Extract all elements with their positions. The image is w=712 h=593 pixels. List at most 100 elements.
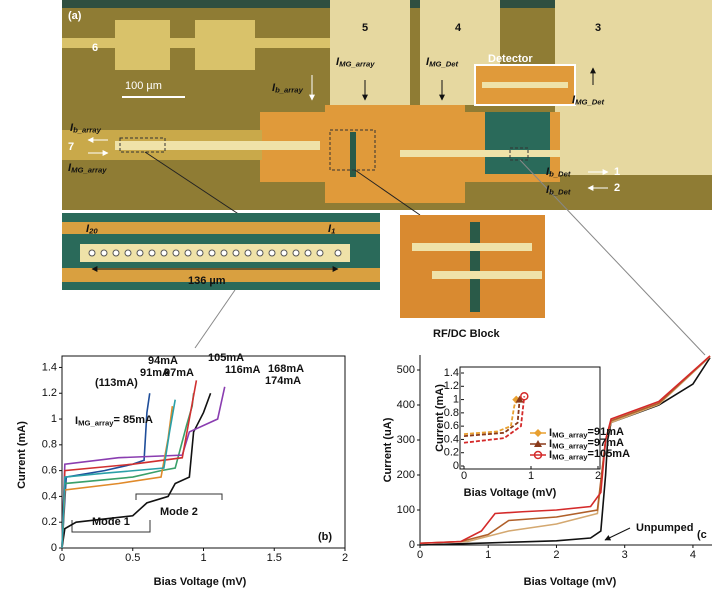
text-part: I <box>70 122 74 134</box>
y-tick-label: 1.2 <box>42 387 57 399</box>
annotation: Mode 2 <box>160 506 198 518</box>
data-line <box>463 396 526 444</box>
port-label: 1 <box>614 166 620 178</box>
current-label: IMG_array <box>68 162 107 175</box>
y-tick-label: 500 <box>397 364 415 376</box>
y-tick-label: 1.2 <box>444 380 459 392</box>
annotation: 116mA <box>225 364 261 376</box>
x-tick-label: 1.5 <box>267 552 282 564</box>
panel-label: (a) <box>68 10 82 22</box>
y-tick-label: 0.8 <box>444 407 459 419</box>
x-tick-label: 1 <box>485 549 491 561</box>
data-point <box>534 440 542 447</box>
y-tick-label: 0 <box>453 460 459 472</box>
text-part: MG_array <box>552 453 588 462</box>
annotation: Unpumped <box>636 522 693 534</box>
text-part: = 85mA <box>114 414 153 426</box>
text-part: b_Det <box>549 170 571 179</box>
text-part: b_array <box>275 86 304 95</box>
annotation: (113mA) <box>95 377 138 389</box>
x-tick-label: 4 <box>690 549 696 561</box>
x-tick-label: 0.5 <box>125 552 140 564</box>
current-label: IMG_Det <box>426 56 459 69</box>
text-part: I <box>68 162 72 174</box>
block-label: RF/DC Block <box>433 328 501 340</box>
text-part: I <box>549 449 552 461</box>
x-tick-label: 1 <box>200 552 206 564</box>
text-part: MG_array <box>552 442 588 451</box>
text-part: b_Det <box>549 188 571 197</box>
data-line <box>61 392 212 549</box>
text-part: b_array <box>73 126 102 135</box>
y-axis-label: Current (mA) <box>434 384 446 452</box>
data-point <box>520 392 529 401</box>
x-tick-label: 0 <box>59 552 65 564</box>
x-tick-label: 0 <box>461 470 467 482</box>
current-label: Ib_Det <box>546 184 571 197</box>
text-part: I <box>272 82 276 94</box>
pad-label: 4 <box>455 22 462 34</box>
data-line <box>61 399 176 549</box>
mode-bracket <box>71 493 223 533</box>
y-tick-label: 1.4 <box>42 361 57 373</box>
y-tick-label: 0.4 <box>444 433 459 445</box>
text-part: =97mA <box>588 437 624 449</box>
data-line <box>419 356 711 545</box>
text-part: 1 <box>331 227 335 236</box>
text-part: I <box>336 56 340 68</box>
micrograph: (a) 6 5 4 3 100 µm Detector 7 1 2 <box>62 0 712 356</box>
x-axis-label: Bias Voltage (mV) <box>464 487 557 499</box>
y-tick-label: 300 <box>397 434 415 446</box>
text-part: I <box>426 56 430 68</box>
x-tick-label: 1 <box>528 470 534 482</box>
y-tick-label: 0.2 <box>444 447 459 459</box>
inset-frame <box>459 366 601 470</box>
text-part: I <box>86 223 90 235</box>
text-part: MG_array <box>552 431 588 440</box>
arrow <box>604 527 631 541</box>
text-part: I <box>546 184 550 196</box>
text-part: MG_array <box>78 419 114 428</box>
y-tick-label: 0 <box>409 539 415 551</box>
x-axis-label: Bias Voltage (mV) <box>524 576 617 588</box>
y-axis-label: Current (mA) <box>16 421 28 489</box>
y-tick-label: 0.8 <box>42 439 57 451</box>
annotation: 168mA <box>268 363 304 375</box>
data-line <box>419 355 711 545</box>
y-tick-label: 0.2 <box>42 516 57 528</box>
current-label: Ib_Det <box>546 166 571 179</box>
text-part: I <box>549 438 552 450</box>
annotation: 94mA <box>148 355 178 367</box>
annotation: (b) <box>318 531 332 543</box>
x-axis-label: Bias Voltage (mV) <box>154 576 247 588</box>
text-part: MG_array <box>339 60 375 69</box>
data-point <box>534 429 542 437</box>
y-tick-label: 1 <box>453 393 459 405</box>
x-tick-label: 2 <box>342 552 348 564</box>
port-label: 2 <box>614 182 620 194</box>
y-tick-label: 100 <box>397 504 415 516</box>
pad-label: 6 <box>92 42 98 54</box>
array-label: I1 <box>328 223 335 236</box>
y-tick-label: 0.6 <box>444 420 459 432</box>
pad-label: 3 <box>595 22 601 34</box>
annotation: Mode 1 <box>92 516 130 528</box>
array-length: 136 µm <box>188 275 226 287</box>
data-line <box>419 355 711 545</box>
y-tick-label: 1.4 <box>444 367 459 379</box>
current-label: Ib_array <box>272 82 304 95</box>
current-label: IMG_array <box>336 56 375 69</box>
text-part: I <box>328 223 332 235</box>
data-line <box>61 386 226 549</box>
annotation: 91mA <box>140 367 170 379</box>
text-part: MG_Det <box>429 60 458 69</box>
text-part: MG_array <box>71 166 107 175</box>
legend-label: IMG_array=91mA <box>549 426 624 440</box>
annotation: 174mA <box>265 375 301 387</box>
port-label: 7 <box>68 141 74 153</box>
data-line <box>419 357 711 546</box>
text-part: 20 <box>88 227 98 236</box>
x-tick-label: 0 <box>417 549 423 561</box>
data-line <box>463 399 521 438</box>
